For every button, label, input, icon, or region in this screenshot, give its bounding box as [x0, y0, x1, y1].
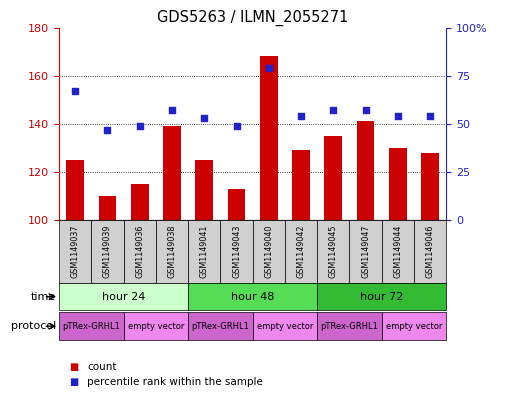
Bar — [195, 160, 213, 220]
Text: pTRex-GRHL1: pTRex-GRHL1 — [63, 322, 120, 331]
Bar — [228, 189, 245, 220]
Bar — [324, 136, 342, 220]
Bar — [91, 220, 124, 283]
Bar — [59, 312, 124, 340]
Point — [329, 107, 338, 114]
Text: pTRex-GRHL1: pTRex-GRHL1 — [321, 322, 379, 331]
Bar — [131, 184, 149, 220]
Bar — [221, 220, 252, 283]
Text: percentile rank within the sample: percentile rank within the sample — [87, 377, 263, 387]
Bar — [124, 220, 156, 283]
Bar — [66, 160, 84, 220]
Bar — [317, 220, 349, 283]
Bar — [59, 283, 188, 310]
Bar — [357, 121, 374, 220]
Point — [362, 107, 370, 114]
Point — [394, 113, 402, 119]
Bar — [382, 312, 446, 340]
Bar — [317, 283, 446, 310]
Bar — [382, 220, 414, 283]
Bar — [156, 220, 188, 283]
Point — [71, 88, 79, 94]
Bar — [252, 312, 317, 340]
Bar — [414, 220, 446, 283]
Bar — [285, 220, 317, 283]
Bar — [163, 126, 181, 220]
Bar — [188, 312, 252, 340]
Bar — [124, 312, 188, 340]
Text: hour 24: hour 24 — [102, 292, 145, 302]
Point — [168, 107, 176, 114]
Text: ■: ■ — [69, 377, 78, 387]
Point — [297, 113, 305, 119]
Title: GDS5263 / ILMN_2055271: GDS5263 / ILMN_2055271 — [157, 10, 348, 26]
Text: empty vector: empty vector — [386, 322, 442, 331]
Text: GSM1149037: GSM1149037 — [71, 225, 80, 278]
Bar — [260, 56, 278, 220]
Text: GSM1149043: GSM1149043 — [232, 225, 241, 278]
Text: count: count — [87, 362, 117, 373]
Text: empty vector: empty vector — [128, 322, 184, 331]
Bar — [421, 152, 439, 220]
Bar — [292, 150, 310, 220]
Text: time: time — [31, 292, 56, 302]
Bar — [59, 220, 91, 283]
Text: protocol: protocol — [11, 321, 56, 331]
Text: pTRex-GRHL1: pTRex-GRHL1 — [191, 322, 249, 331]
Text: hour 48: hour 48 — [231, 292, 274, 302]
Bar — [188, 283, 317, 310]
Point — [426, 113, 435, 119]
Bar — [317, 312, 382, 340]
Text: GSM1149039: GSM1149039 — [103, 225, 112, 278]
Text: hour 72: hour 72 — [360, 292, 403, 302]
Bar — [252, 220, 285, 283]
Text: GSM1149047: GSM1149047 — [361, 225, 370, 278]
Point — [265, 65, 273, 71]
Text: empty vector: empty vector — [256, 322, 313, 331]
Text: GSM1149046: GSM1149046 — [426, 225, 435, 278]
Text: GSM1149036: GSM1149036 — [135, 225, 144, 278]
Text: ■: ■ — [69, 362, 78, 373]
Bar — [98, 196, 116, 220]
Text: GSM1149038: GSM1149038 — [167, 225, 176, 278]
Bar — [389, 148, 407, 220]
Text: GSM1149041: GSM1149041 — [200, 225, 209, 278]
Text: GSM1149042: GSM1149042 — [297, 225, 306, 278]
Text: GSM1149040: GSM1149040 — [264, 225, 273, 278]
Bar — [349, 220, 382, 283]
Bar — [188, 220, 221, 283]
Point — [200, 115, 208, 121]
Text: GSM1149045: GSM1149045 — [329, 225, 338, 278]
Point — [232, 123, 241, 129]
Point — [103, 127, 111, 133]
Text: GSM1149044: GSM1149044 — [393, 225, 402, 278]
Point — [135, 123, 144, 129]
